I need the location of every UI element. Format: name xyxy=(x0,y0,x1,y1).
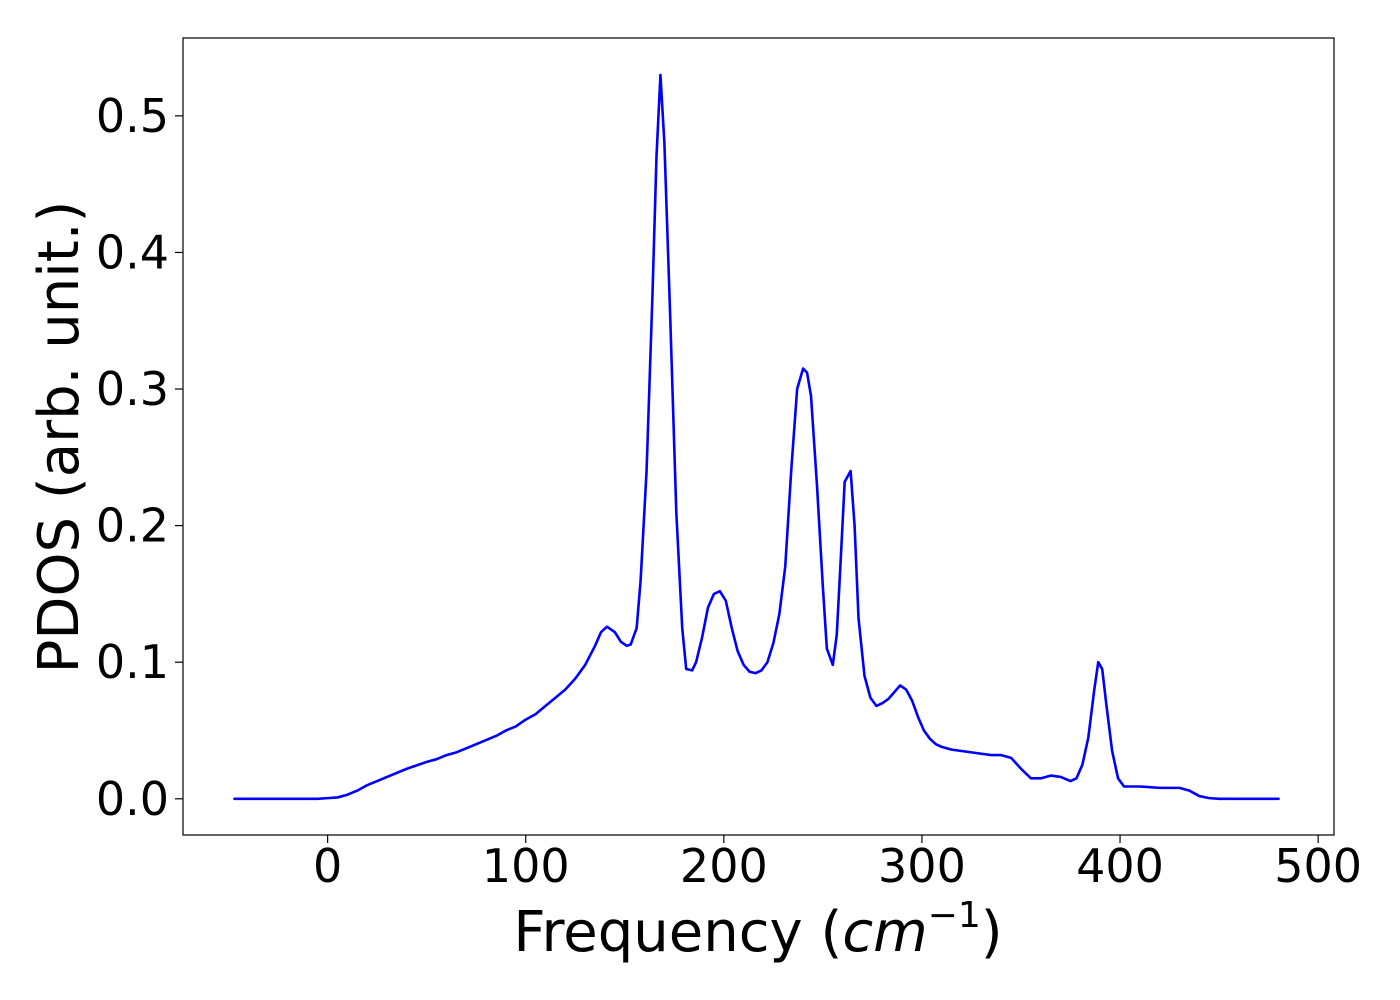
y-tick-label: 0.5 xyxy=(96,89,169,143)
y-axis-label: PDOS (arb. unit.) xyxy=(27,201,92,674)
x-axis-label-suffix: ) xyxy=(981,900,1003,965)
x-axis-label-prefix: Frequency ( xyxy=(513,900,842,965)
ticks: 0 100 200 300 400 500 0.0 0.1 0.2 0.3 0.4 0.5 xyxy=(96,89,1362,893)
y-tick-label: 0.0 xyxy=(96,772,169,826)
series-line-0 xyxy=(233,73,1280,801)
x-tick-label: 300 xyxy=(878,839,966,893)
plot-area xyxy=(233,73,1280,801)
x-axis-label: Frequency (cm−1) xyxy=(513,895,1002,965)
y-tick-label: 0.4 xyxy=(96,225,169,279)
x-axis-label-exponent: −1 xyxy=(928,895,981,936)
x-tick-label: 500 xyxy=(1274,839,1362,893)
x-tick-label: 400 xyxy=(1076,839,1164,893)
x-tick-label: 0 xyxy=(313,839,342,893)
y-tick-label: 0.1 xyxy=(96,635,169,689)
x-axis-label-unit: cm xyxy=(842,900,927,965)
axes-frame xyxy=(182,37,1335,836)
x-tick-label: 200 xyxy=(680,839,768,893)
y-tick-label: 0.3 xyxy=(96,362,169,416)
x-tick-label: 100 xyxy=(482,839,570,893)
y-tick-label: 0.2 xyxy=(96,499,169,553)
